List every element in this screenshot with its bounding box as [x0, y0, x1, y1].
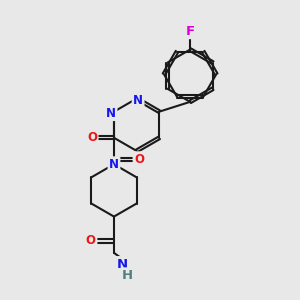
- Text: N: N: [109, 158, 119, 171]
- Text: O: O: [87, 131, 97, 144]
- Text: H: H: [122, 269, 133, 282]
- Text: N: N: [133, 94, 143, 106]
- Text: N: N: [106, 106, 116, 120]
- Text: O: O: [134, 153, 144, 166]
- Text: F: F: [186, 25, 195, 38]
- Text: N: N: [117, 258, 128, 271]
- Text: O: O: [86, 235, 96, 248]
